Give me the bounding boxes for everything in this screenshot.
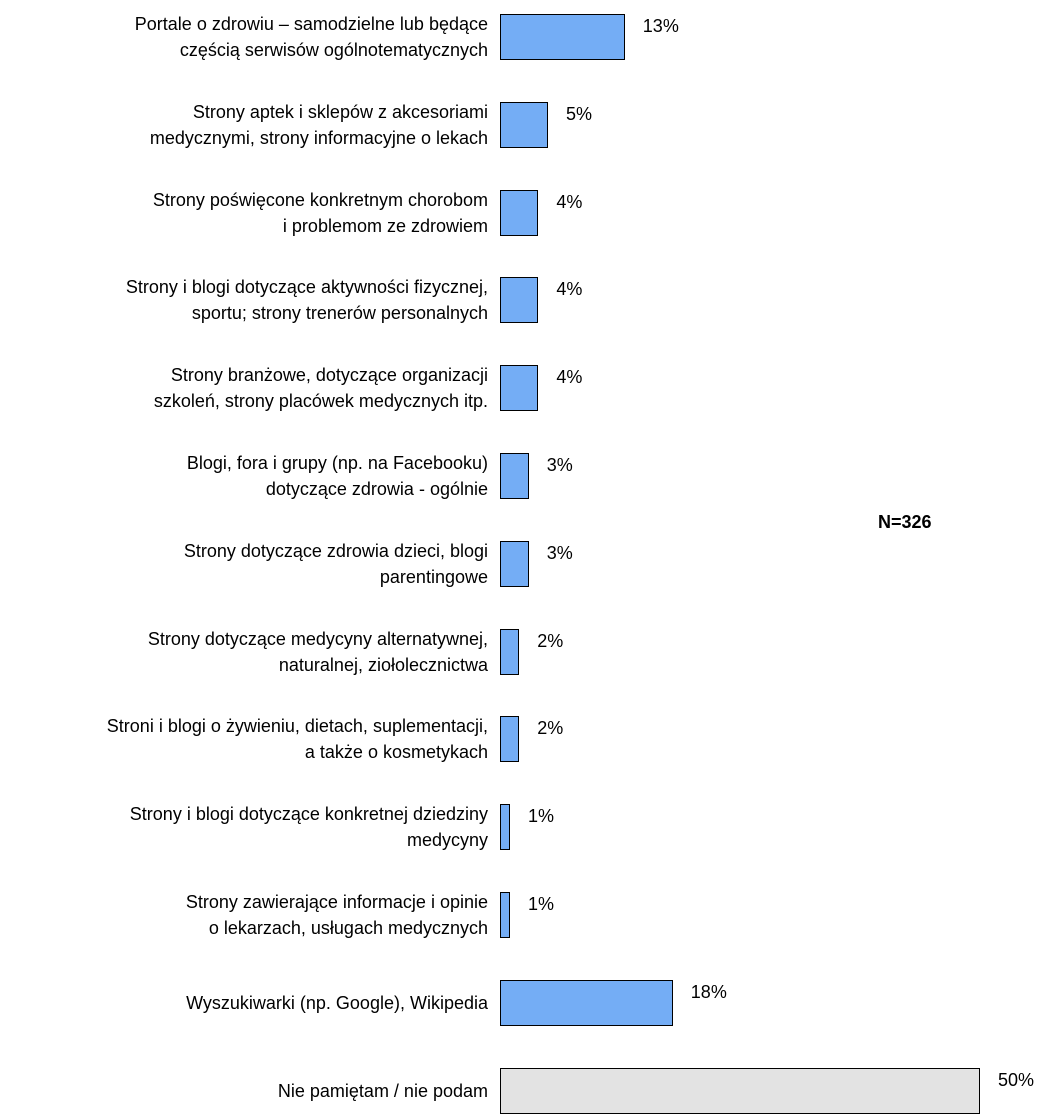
category-label-line: o lekarzach, usługach medycznych [208,918,488,938]
category-label-line: Strony branżowe, dotyczące organizacji [170,365,488,385]
category-label-line: Blogi, fora i grupy (np. na Facebooku) [186,453,488,473]
bar [500,1068,980,1114]
category-label: Strony dotyczące zdrowia dzieci, blogi pa… [0,538,488,590]
category-label-line: Strony dotyczące medycyny alternatywnej, [147,629,488,649]
bar [500,716,520,762]
category-label: Stroni i blogi o żywieniu, dietach, supl… [0,713,488,765]
category-label: Strony zawierające informacje i opinie o … [0,889,488,941]
bar [500,804,510,850]
value-label: 1% [528,806,555,826]
category-label-line: Wyszukiwarki (np. Google), Wikipedia [186,993,488,1013]
category-label-line: a także o kosmetykach [304,742,488,762]
category-label: Blogi, fora i grupy (np. na Facebooku) do… [0,450,488,502]
category-label-line: sportu; strony trenerów personalnych [191,303,488,323]
bar [500,14,625,60]
bar [500,980,673,1026]
category-label: Wyszukiwarki (np. Google), Wikipedia [0,990,488,1016]
bar [500,190,539,236]
value-label: 4% [556,279,583,299]
category-label-line: Stroni i blogi o żywieniu, dietach, supl… [106,716,488,736]
category-label: Strony dotyczące medycyny alternatywnej,… [0,626,488,678]
category-label: Strony poświęcone konkretnym chorobom i p… [0,187,488,239]
value-label: 18% [690,982,727,1002]
value-label: 50% [998,1070,1035,1090]
value-label: 5% [566,104,593,124]
category-label-line: Strony dotyczące zdrowia dzieci, blogi [183,541,488,561]
category-label-line: Nie pamiętam / nie podam [277,1081,488,1101]
value-label: 2% [537,631,564,651]
category-label: Strony aptek i sklepów z akcesoriami medy… [0,99,488,151]
bar [500,892,510,938]
sample-size-note: N=326 [878,512,932,532]
bar [500,629,520,675]
category-label-line: i problemom ze zdrowiem [282,216,488,236]
value-label: 4% [556,192,583,212]
bar [500,365,539,411]
category-label-line: Strony i blogi dotyczące konkretnej dzie… [129,804,488,824]
category-label: Strony i blogi dotyczące konkretnej dzie… [0,801,488,853]
bar [500,277,539,323]
category-label: Strony i blogi dotyczące aktywności fizy… [0,274,488,326]
bar [500,541,529,587]
category-label: Portale o zdrowiu – samodzielne lub będą… [0,11,488,63]
value-label: 1% [528,894,555,914]
value-label: 3% [546,543,573,563]
category-label-line: Strony aptek i sklepów z akcesoriami [192,102,488,122]
value-label: 2% [537,718,564,738]
category-label: Nie pamiętam / nie podam [0,1078,488,1104]
category-label-line: medycyny [406,830,488,850]
value-label: 13% [642,16,679,36]
category-label: Strony branżowe, dotyczące organizacji sz… [0,362,488,414]
value-label: 3% [546,455,573,475]
category-label-line: Portale o zdrowiu – samodzielne lub będą… [134,14,488,34]
value-label: 4% [556,367,583,387]
category-label-line: naturalnej, ziołolecznictwa [278,655,488,675]
bar [500,453,529,499]
category-label-line: Strony poświęcone konkretnym chorobom [152,190,488,210]
bar [500,102,548,148]
category-label-line: szkoleń, strony placówek medycznych itp. [153,391,488,411]
category-label-line: dotyczące zdrowia - ogólnie [265,479,488,499]
category-label-line: medycznymi, strony informacyjne o lekach [149,128,488,148]
category-label-line: parentingowe [379,567,488,587]
category-label-line: częścią serwisów ogólnotematycznych [179,40,488,60]
category-label-line: Strony i blogi dotyczące aktywności fizy… [125,277,488,297]
category-label-line: Strony zawierające informacje i opinie [185,892,488,912]
